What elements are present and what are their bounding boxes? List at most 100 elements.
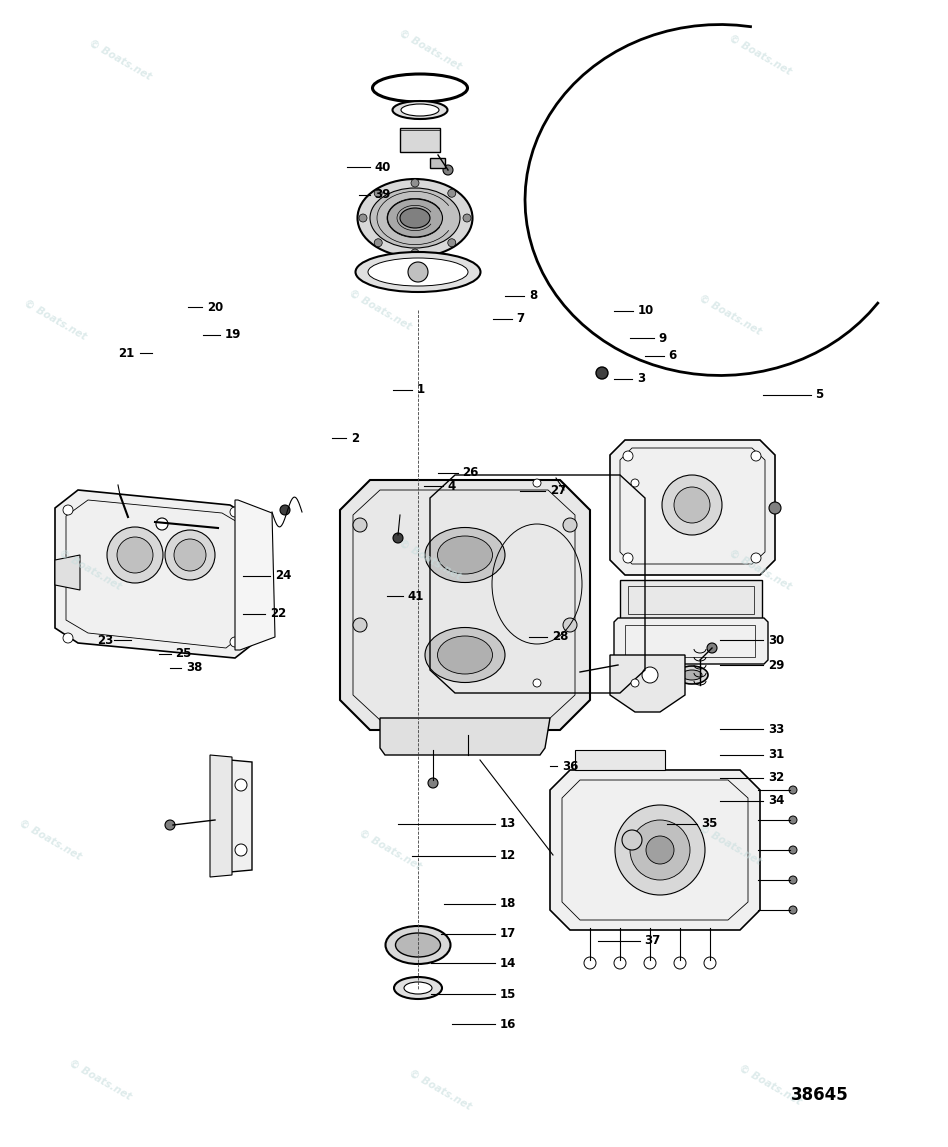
Polygon shape <box>430 158 445 167</box>
Polygon shape <box>55 490 258 658</box>
Polygon shape <box>610 655 685 712</box>
Text: © Boats.net: © Boats.net <box>727 548 793 592</box>
Polygon shape <box>380 718 550 755</box>
Polygon shape <box>610 440 775 575</box>
Ellipse shape <box>437 635 493 674</box>
Text: © Boats.net: © Boats.net <box>697 292 763 337</box>
Text: © Boats.net: © Boats.net <box>87 38 153 81</box>
Text: 6: 6 <box>668 349 677 362</box>
Circle shape <box>662 475 722 535</box>
Text: 27: 27 <box>550 484 566 498</box>
Text: 28: 28 <box>552 630 568 643</box>
Text: 40: 40 <box>374 161 391 174</box>
Circle shape <box>644 957 656 969</box>
Ellipse shape <box>395 933 441 957</box>
Ellipse shape <box>682 670 702 680</box>
Text: © Boats.net: © Boats.net <box>347 288 413 331</box>
Polygon shape <box>230 760 252 872</box>
Text: 14: 14 <box>500 957 516 970</box>
Text: 20: 20 <box>207 301 223 314</box>
Text: 5: 5 <box>815 388 824 401</box>
Circle shape <box>622 830 642 850</box>
Circle shape <box>374 189 382 197</box>
Circle shape <box>533 679 541 687</box>
Text: © Boats.net: © Boats.net <box>407 1068 473 1111</box>
Circle shape <box>463 214 471 223</box>
Circle shape <box>631 479 639 487</box>
Ellipse shape <box>676 666 708 684</box>
Circle shape <box>563 518 577 532</box>
Circle shape <box>573 668 583 677</box>
Circle shape <box>596 367 608 379</box>
Circle shape <box>359 214 367 223</box>
Polygon shape <box>550 770 760 930</box>
Ellipse shape <box>388 198 443 237</box>
Circle shape <box>174 539 206 571</box>
Text: 13: 13 <box>500 817 516 830</box>
Circle shape <box>408 262 428 282</box>
Circle shape <box>353 518 367 532</box>
Text: 19: 19 <box>225 328 241 342</box>
Circle shape <box>447 189 456 197</box>
Circle shape <box>230 637 240 647</box>
Ellipse shape <box>401 104 439 116</box>
Text: © Boats.net: © Boats.net <box>67 1058 133 1102</box>
Text: 8: 8 <box>529 289 538 303</box>
Circle shape <box>623 553 633 563</box>
Text: 32: 32 <box>768 771 784 785</box>
Text: 10: 10 <box>638 304 654 318</box>
Text: 9: 9 <box>659 331 667 345</box>
Circle shape <box>674 487 710 523</box>
Text: 12: 12 <box>500 849 516 863</box>
Circle shape <box>63 505 73 515</box>
Text: © Boats.net: © Boats.net <box>737 1063 803 1107</box>
Text: 29: 29 <box>768 658 784 672</box>
Circle shape <box>411 179 419 187</box>
Circle shape <box>642 668 658 682</box>
Text: 36: 36 <box>562 759 578 773</box>
Text: 30: 30 <box>768 633 784 647</box>
Polygon shape <box>575 750 665 770</box>
Circle shape <box>704 957 716 969</box>
Text: 34: 34 <box>768 794 784 807</box>
Circle shape <box>165 530 215 580</box>
Ellipse shape <box>394 977 442 999</box>
Text: 18: 18 <box>500 897 516 911</box>
Ellipse shape <box>386 926 450 963</box>
Ellipse shape <box>357 179 472 257</box>
Text: 7: 7 <box>517 312 525 326</box>
Circle shape <box>393 533 403 543</box>
Text: 25: 25 <box>175 647 191 661</box>
Text: © Boats.net: © Boats.net <box>57 548 123 592</box>
Circle shape <box>280 505 290 515</box>
Circle shape <box>789 846 797 855</box>
Circle shape <box>789 906 797 914</box>
Circle shape <box>411 249 419 257</box>
Circle shape <box>789 876 797 884</box>
Circle shape <box>646 836 674 864</box>
Circle shape <box>789 816 797 824</box>
Ellipse shape <box>425 627 505 682</box>
Circle shape <box>614 957 626 969</box>
Text: 17: 17 <box>500 927 516 941</box>
Polygon shape <box>55 555 80 590</box>
Ellipse shape <box>404 982 432 994</box>
Text: © Boats.net: © Boats.net <box>357 828 423 872</box>
Circle shape <box>235 779 247 791</box>
Text: 38: 38 <box>186 661 202 674</box>
Circle shape <box>374 239 382 247</box>
Polygon shape <box>614 618 768 664</box>
Circle shape <box>631 679 639 687</box>
Polygon shape <box>620 580 762 621</box>
Text: 1: 1 <box>417 383 426 397</box>
Text: © Boats.net: © Boats.net <box>397 538 463 582</box>
Text: 38645: 38645 <box>792 1086 848 1105</box>
Circle shape <box>751 451 761 461</box>
Circle shape <box>630 820 690 880</box>
Circle shape <box>443 165 453 175</box>
Text: 39: 39 <box>374 188 391 202</box>
Circle shape <box>63 633 73 643</box>
Text: 21: 21 <box>118 346 135 360</box>
Text: 37: 37 <box>645 934 661 947</box>
Circle shape <box>623 451 633 461</box>
